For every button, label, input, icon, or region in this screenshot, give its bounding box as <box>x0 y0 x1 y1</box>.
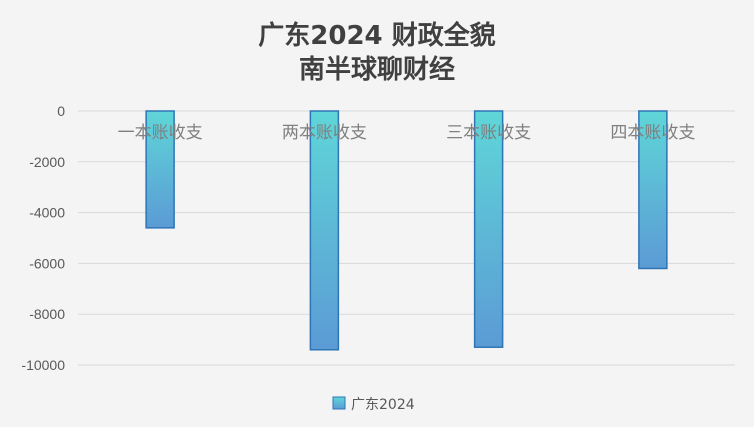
bar-4 <box>638 110 668 270</box>
category-label-1: 一本账收支 <box>118 123 203 143</box>
y-tick-label: 0 <box>57 103 65 119</box>
legend-swatch <box>332 396 346 410</box>
legend: 广东2024 <box>332 396 415 413</box>
legend-label: 广东2024 <box>351 397 415 413</box>
chart-title-line-2: 南半球聊财经 <box>299 54 455 85</box>
bar-3 <box>473 110 504 348</box>
category-labels: 一本账收支 两本账收支 三本账收支 四本账收支 <box>118 123 696 143</box>
y-axis-ticks: 0 -2000 -4000 -6000 -8000 -10000 <box>21 103 65 373</box>
category-label-4: 四本账收支 <box>610 123 695 143</box>
bar-1 <box>145 110 175 229</box>
bars <box>145 110 668 351</box>
y-tick-label: -6000 <box>29 255 65 271</box>
chart-title-line-1: 广东2024 财政全貌 <box>258 20 495 51</box>
bar-2 <box>309 110 340 351</box>
y-tick-label: -8000 <box>29 306 65 322</box>
gridlines <box>78 110 735 366</box>
y-tick-label: -4000 <box>29 205 65 221</box>
y-tick-label: -10000 <box>21 357 65 373</box>
category-label-2: 两本账收支 <box>282 123 367 143</box>
y-tick-label: -2000 <box>29 154 65 170</box>
category-label-3: 三本账收支 <box>446 123 531 143</box>
